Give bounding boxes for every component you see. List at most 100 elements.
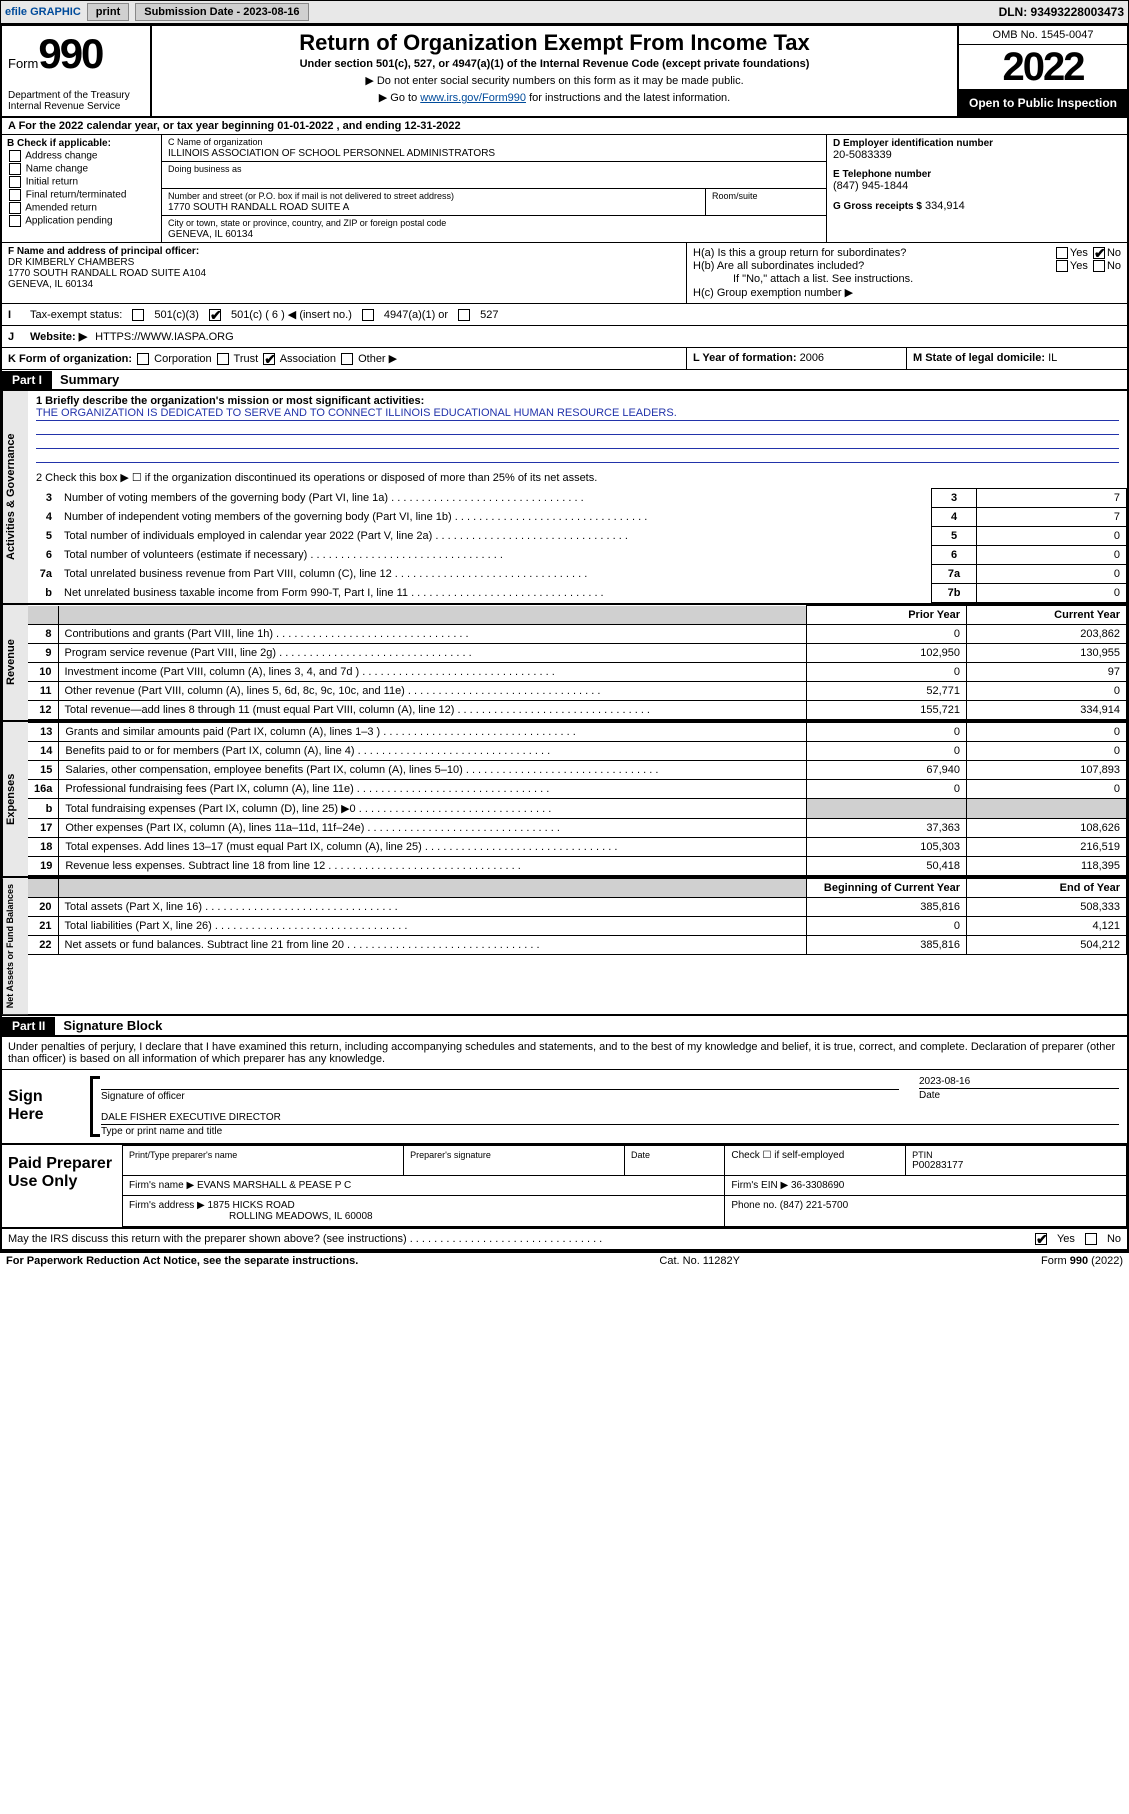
- form-subtitle: Under section 501(c), 527, or 4947(a)(1)…: [162, 58, 947, 70]
- prior-year-value: 0: [807, 780, 967, 799]
- check-self-employed[interactable]: Check ☐ if self-employed: [725, 1146, 906, 1176]
- line-desc: Number of independent voting members of …: [58, 508, 932, 527]
- firm-ein-value: 36-3308690: [791, 1180, 844, 1191]
- boxb-item[interactable]: Initial return: [7, 176, 156, 188]
- line-number: 6: [28, 546, 58, 565]
- line-desc: Other expenses (Part IX, column (A), lin…: [59, 819, 807, 838]
- section-netassets: Net Assets or Fund Balances Beginning of…: [2, 878, 1127, 1016]
- chk-501c[interactable]: [209, 309, 221, 321]
- col-beg-year: Beginning of Current Year: [807, 879, 967, 898]
- boxb-item[interactable]: Name change: [7, 163, 156, 175]
- mission-blank-1: [36, 421, 1119, 435]
- current-year-value: 130,955: [967, 644, 1127, 663]
- section-expenses: Expenses 13Grants and similar amounts pa…: [2, 722, 1127, 878]
- line-box-number: 7a: [932, 565, 977, 584]
- opt-4947: 4947(a)(1) or: [384, 309, 448, 321]
- officer-name: DR KIMBERLY CHAMBERS: [8, 257, 134, 268]
- line-number: 22: [28, 936, 58, 955]
- line-desc: Total number of individuals employed in …: [58, 527, 932, 546]
- discuss-no-checkbox[interactable]: [1085, 1233, 1097, 1245]
- hb-yes-checkbox[interactable]: [1056, 260, 1068, 272]
- current-year-value: 107,893: [967, 761, 1127, 780]
- rowk-checkbox[interactable]: [137, 353, 149, 365]
- ein-value: 20-5083339: [833, 149, 1121, 161]
- phone-value: (847) 221-5700: [780, 1200, 848, 1211]
- opt-501c: 501(c) ( 6 ) ◀ (insert no.): [231, 308, 352, 321]
- line-desc: Total assets (Part X, line 16): [58, 898, 807, 917]
- row-i-label: Tax-exempt status:: [30, 309, 122, 321]
- current-year-value: 0: [967, 780, 1127, 799]
- line-number: 12: [28, 701, 58, 720]
- prior-year-value: 52,771: [807, 682, 967, 701]
- firm-addr1: 1875 HICKS ROAD: [208, 1200, 295, 1211]
- entity-block: B Check if applicable: Address change Na…: [2, 135, 1127, 243]
- part-i-header: Part I Summary: [2, 370, 1127, 391]
- boxb-item[interactable]: Application pending: [7, 215, 156, 227]
- line-desc: Net assets or fund balances. Subtract li…: [58, 936, 807, 955]
- hb-note: If "No," attach a list. See instructions…: [693, 273, 1121, 285]
- part-ii-tag: Part II: [2, 1017, 55, 1035]
- ha-yes-checkbox[interactable]: [1056, 247, 1068, 259]
- paid-preparer-label: Paid Preparer Use Only: [2, 1145, 122, 1227]
- chk-527[interactable]: [458, 309, 470, 321]
- typed-name-label: Type or print name and title: [101, 1126, 222, 1137]
- year-formation: 2006: [800, 352, 824, 364]
- header-left: Form 990 Department of the Treasury Inte…: [2, 26, 152, 116]
- current-year-value: 97: [967, 663, 1127, 682]
- phone-label: Phone no.: [731, 1200, 777, 1211]
- line-number: 16a: [28, 780, 59, 799]
- sidetab-expenses: Expenses: [2, 722, 28, 876]
- current-year-value: 0: [967, 723, 1127, 742]
- form-version: Form 990 (2022): [1041, 1255, 1123, 1267]
- efile-graphic-link[interactable]: efile GRAPHIC: [5, 6, 81, 18]
- prior-year-value: 155,721: [807, 701, 967, 720]
- ptin-label: PTIN: [912, 1150, 1120, 1160]
- prior-year-value: [807, 799, 967, 819]
- boxb-item[interactable]: Amended return: [7, 202, 156, 214]
- line-number: 4: [28, 508, 58, 527]
- governance-table: 3Number of voting members of the governi…: [28, 488, 1127, 603]
- ssn-warning: ▶ Do not enter social security numbers o…: [162, 74, 947, 87]
- irs-link[interactable]: www.irs.gov/Form990: [420, 92, 526, 104]
- line-number: 21: [28, 917, 58, 936]
- chk-501c3[interactable]: [132, 309, 144, 321]
- rowk-checkbox[interactable]: [341, 353, 353, 365]
- ptin-value: P00283177: [912, 1160, 963, 1171]
- line-number: b: [28, 799, 59, 819]
- box-c: C Name of organization ILLINOIS ASSOCIAT…: [162, 135, 827, 242]
- row-i-tax-exempt: I Tax-exempt status: 501(c)(3) 501(c) ( …: [2, 304, 1127, 326]
- prior-year-value: 37,363: [807, 819, 967, 838]
- rowk-checkbox[interactable]: [263, 353, 275, 365]
- current-year-value: 108,626: [967, 819, 1127, 838]
- line-number: 20: [28, 898, 58, 917]
- chk-4947[interactable]: [362, 309, 374, 321]
- signature-line[interactable]: [101, 1076, 899, 1090]
- sidetab-revenue: Revenue: [2, 605, 28, 720]
- discuss-yes-checkbox[interactable]: [1035, 1233, 1047, 1245]
- current-year-value: [967, 799, 1127, 819]
- row-a-tax-year: A For the 2022 calendar year, or tax yea…: [2, 118, 1127, 135]
- row-klm: K Form of organization: Corporation Trus…: [2, 348, 1127, 370]
- sign-date-value: 2023-08-16: [919, 1076, 1119, 1087]
- rowk-checkbox[interactable]: [217, 353, 229, 365]
- box-f: F Name and address of principal officer:…: [2, 243, 687, 303]
- boxb-item[interactable]: Final return/terminated: [7, 189, 156, 201]
- mission-blank-2: [36, 435, 1119, 449]
- firm-addr2: ROLLING MEADOWS, IL 60008: [129, 1211, 373, 1222]
- print-button[interactable]: print: [87, 3, 129, 21]
- current-year-value: 334,914: [967, 701, 1127, 720]
- mission-blank-3: [36, 449, 1119, 463]
- org-street: 1770 SOUTH RANDALL ROAD SUITE A: [168, 202, 349, 213]
- submission-date-badge: Submission Date - 2023-08-16: [135, 3, 308, 21]
- boxb-item[interactable]: Address change: [7, 150, 156, 162]
- prior-year-value: 0: [807, 625, 967, 644]
- section-governance: Activities & Governance 1 Briefly descri…: [2, 391, 1127, 605]
- box-c-street-label: Number and street (or P.O. box if mail i…: [168, 191, 454, 201]
- line-desc: Benefits paid to or for members (Part IX…: [59, 742, 807, 761]
- ha-no-checkbox[interactable]: [1093, 247, 1105, 259]
- col-current-year: Current Year: [967, 606, 1127, 625]
- line-box-number: 3: [932, 489, 977, 508]
- hb-no-checkbox[interactable]: [1093, 260, 1105, 272]
- line-value: 0: [977, 527, 1127, 546]
- firm-name-value: EVANS MARSHALL & PEASE P C: [197, 1180, 351, 1191]
